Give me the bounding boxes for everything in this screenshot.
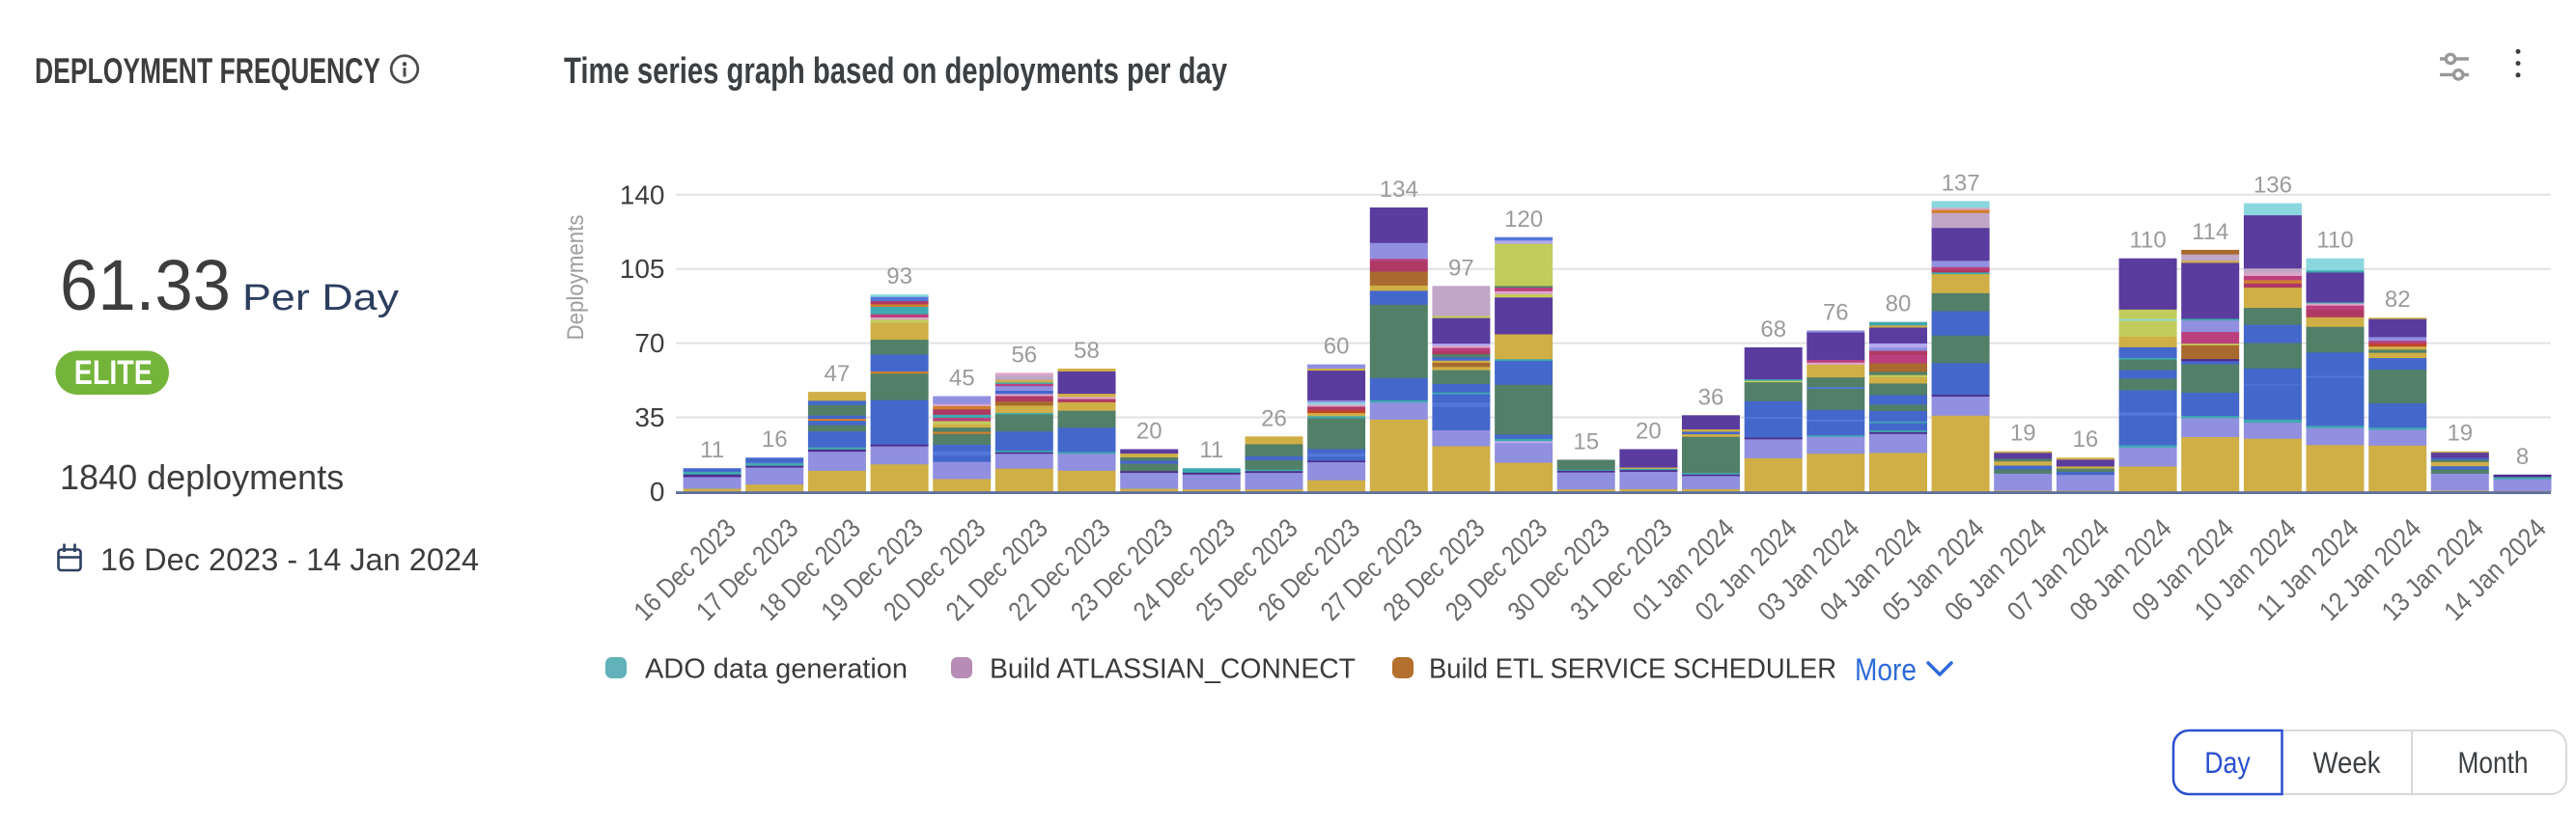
svg-text:19: 19	[2010, 421, 2036, 447]
svg-text:Build ATLASSIAN_CONNECT: Build ATLASSIAN_CONNECT	[990, 654, 1356, 685]
svg-text:Day: Day	[2204, 745, 2251, 780]
svg-text:Month: Month	[2458, 745, 2529, 780]
svg-text:47: 47	[825, 361, 851, 387]
svg-text:Per Day: Per Day	[242, 278, 399, 318]
svg-text:61.33: 61.33	[60, 245, 231, 325]
svg-text:114: 114	[2192, 219, 2228, 245]
svg-text:19: 19	[2447, 421, 2473, 447]
svg-text:35: 35	[634, 402, 664, 432]
svg-text:36: 36	[1698, 384, 1724, 410]
svg-text:140: 140	[620, 179, 665, 209]
svg-text:105: 105	[620, 254, 665, 284]
svg-text:93: 93	[886, 263, 912, 289]
svg-text:Time series graph based on dep: Time series graph based on deployments p…	[564, 51, 1227, 92]
svg-text:15: 15	[1573, 428, 1599, 454]
svg-text:11: 11	[700, 437, 724, 463]
svg-text:16: 16	[762, 427, 788, 453]
svg-text:More: More	[1855, 652, 1917, 687]
svg-text:ADO data generation: ADO data generation	[645, 654, 908, 685]
svg-text:76: 76	[1823, 299, 1849, 325]
svg-text:1840 deployments: 1840 deployments	[60, 457, 344, 497]
svg-text:16: 16	[2073, 427, 2099, 453]
svg-text:11: 11	[1199, 437, 1223, 463]
svg-text:DEPLOYMENT FREQUENCY: DEPLOYMENT FREQUENCY	[35, 51, 380, 91]
svg-text:137: 137	[1942, 170, 1980, 196]
svg-text:58: 58	[1074, 338, 1100, 364]
svg-text:120: 120	[1504, 206, 1543, 233]
svg-text:136: 136	[2254, 173, 2292, 199]
svg-text:110: 110	[2129, 228, 2166, 254]
svg-text:80: 80	[1886, 291, 1912, 317]
svg-text:110: 110	[2316, 228, 2353, 254]
svg-text:20: 20	[1636, 419, 1662, 445]
svg-text:97: 97	[1448, 255, 1474, 281]
svg-text:Build ETL SERVICE SCHEDULER: Build ETL SERVICE SCHEDULER	[1429, 654, 1836, 685]
svg-text:60: 60	[1324, 334, 1350, 360]
svg-text:16 Dec 2023 - 14 Jan 2024: 16 Dec 2023 - 14 Jan 2024	[100, 542, 479, 577]
svg-text:45: 45	[949, 366, 975, 392]
svg-text:82: 82	[2385, 287, 2411, 313]
svg-text:70: 70	[634, 328, 664, 358]
svg-text:8: 8	[2516, 444, 2529, 470]
svg-text:20: 20	[1136, 419, 1162, 445]
svg-text:ELITE: ELITE	[74, 354, 153, 392]
svg-text:56: 56	[1011, 342, 1037, 368]
svg-text:Week: Week	[2313, 745, 2381, 780]
svg-text:26: 26	[1261, 405, 1287, 431]
svg-text:Deployments: Deployments	[563, 215, 589, 341]
svg-text:68: 68	[1760, 317, 1786, 343]
svg-text:134: 134	[1380, 177, 1418, 203]
svg-text:0: 0	[650, 477, 665, 507]
